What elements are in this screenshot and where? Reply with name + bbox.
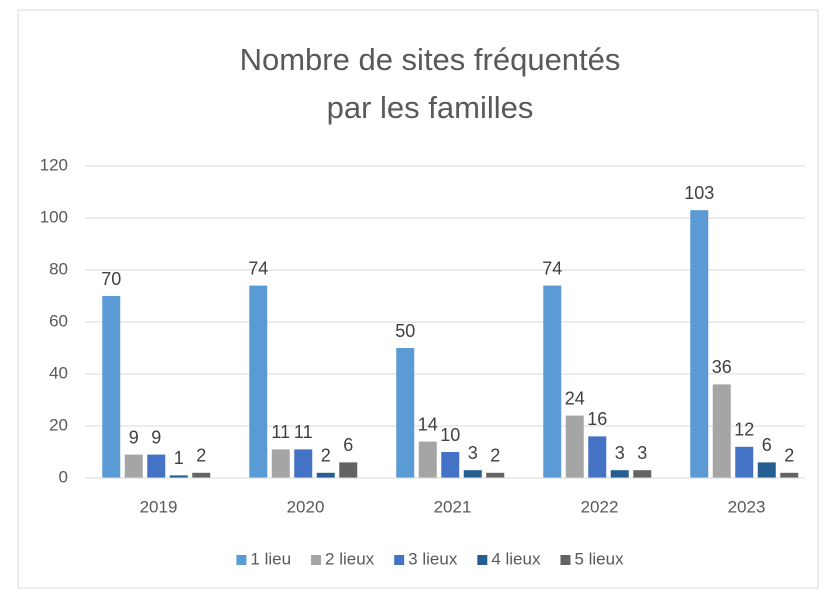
bar <box>102 296 121 478</box>
bar <box>294 449 313 478</box>
y-tick-label: 60 <box>49 311 68 330</box>
x-tick-label: 2022 <box>581 497 619 516</box>
data-label: 16 <box>587 409 607 429</box>
data-label: 9 <box>129 427 139 447</box>
bar <box>588 436 607 478</box>
data-label: 2 <box>196 446 206 466</box>
data-label: 12 <box>734 420 754 440</box>
data-label: 74 <box>542 258 562 278</box>
data-label: 50 <box>395 321 415 341</box>
legend-label: 4 lieux <box>491 549 541 568</box>
data-label: 3 <box>615 443 625 463</box>
chart-frame <box>17 9 819 589</box>
y-tick-label: 40 <box>49 363 68 382</box>
y-tick-label: 80 <box>49 259 68 278</box>
bar <box>712 384 731 478</box>
bar <box>147 454 166 478</box>
data-label: 9 <box>151 427 161 447</box>
bar <box>780 472 799 478</box>
bar <box>441 452 460 478</box>
bar <box>192 472 211 478</box>
bar <box>735 446 754 478</box>
x-tick-label: 2019 <box>140 497 178 516</box>
legend-swatch <box>477 555 488 565</box>
bar <box>396 348 415 478</box>
bar <box>565 415 584 478</box>
data-label: 2 <box>784 446 794 466</box>
bar <box>486 472 505 478</box>
data-label: 36 <box>712 357 732 377</box>
data-label: 10 <box>440 425 460 445</box>
data-label: 3 <box>637 443 647 463</box>
y-tick-label: 20 <box>49 415 68 434</box>
legend-swatch <box>394 555 405 565</box>
data-label: 11 <box>271 422 290 442</box>
y-tick-label: 100 <box>40 207 68 226</box>
bar <box>339 462 358 478</box>
bar <box>249 285 268 478</box>
legend-label: 1 lieu <box>250 549 291 568</box>
x-tick-label: 2021 <box>434 497 472 516</box>
bar <box>463 470 482 478</box>
legend-label: 2 lieux <box>325 549 375 568</box>
y-tick-label: 120 <box>40 155 68 174</box>
data-label: 6 <box>762 435 772 455</box>
legend-label: 3 lieux <box>408 549 458 568</box>
bar <box>271 449 290 478</box>
data-label: 11 <box>294 422 313 442</box>
bar <box>169 475 188 478</box>
bar <box>543 285 562 478</box>
y-tick-label: 0 <box>59 467 68 486</box>
legend-swatch <box>236 555 247 565</box>
legend-label: 5 lieux <box>574 549 624 568</box>
chart-title: par les familles <box>327 90 534 125</box>
bar <box>124 454 143 478</box>
data-label: 6 <box>343 435 353 455</box>
data-label: 103 <box>684 183 714 203</box>
legend-swatch <box>311 555 322 565</box>
bar <box>633 470 652 478</box>
chart-title: Nombre de sites fréquentés <box>240 42 621 77</box>
legend-swatch <box>560 555 571 565</box>
bar <box>757 462 776 478</box>
bar <box>418 441 437 478</box>
data-label: 2 <box>321 446 331 466</box>
x-tick-label: 2020 <box>287 497 325 516</box>
data-label: 24 <box>565 388 585 408</box>
data-label: 2 <box>490 446 500 466</box>
x-tick-label: 2023 <box>728 497 766 516</box>
data-label: 3 <box>468 443 478 463</box>
data-label: 1 <box>174 448 184 468</box>
bar <box>316 472 335 478</box>
bar <box>610 470 629 478</box>
data-label: 14 <box>418 414 438 434</box>
data-label: 70 <box>101 269 121 289</box>
data-label: 74 <box>248 258 268 278</box>
bar <box>690 210 709 478</box>
